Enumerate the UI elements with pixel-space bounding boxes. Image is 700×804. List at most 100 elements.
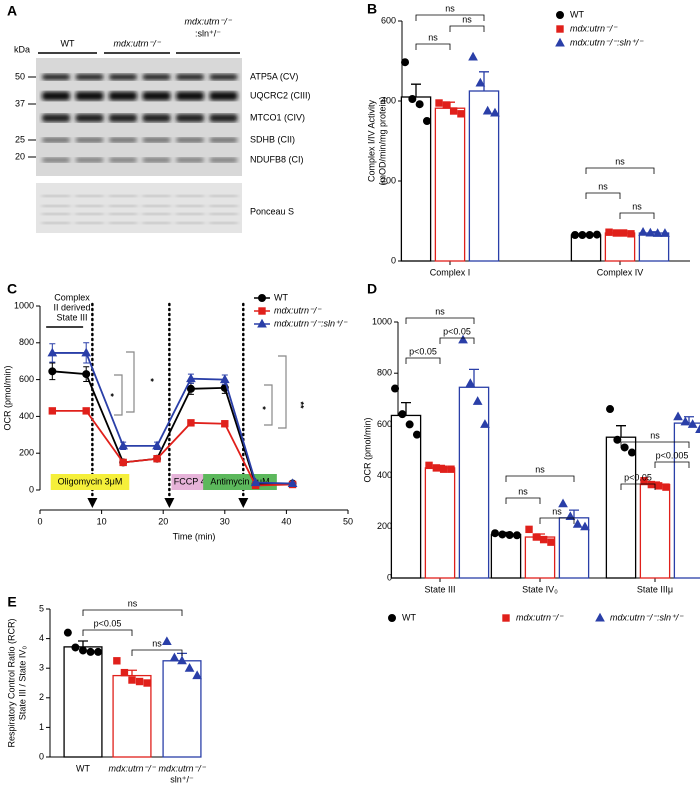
y-tick-label: 200 — [377, 521, 392, 531]
injection-arrow — [87, 498, 98, 508]
legend-label: mdx:utrn⁻/⁻ — [570, 23, 618, 33]
y-axis-label: (mOD/min/mg protein) — [377, 96, 387, 185]
x-tick-label: 20 — [158, 516, 168, 526]
legend-label: mdx:utrn⁻/⁻:sln⁺/⁻ — [274, 318, 348, 328]
band — [109, 157, 137, 163]
ponceau-band — [42, 213, 70, 215]
ponceau-band — [209, 213, 238, 215]
data-point — [482, 105, 493, 115]
kda-marker: 25 — [15, 134, 25, 144]
data-point — [119, 458, 127, 467]
data-point — [457, 110, 465, 118]
band-label: MTCO1 (CIV) — [250, 112, 305, 122]
significance-label: ns — [598, 181, 608, 191]
data-point — [162, 636, 172, 646]
data-point — [673, 411, 683, 421]
significance-label: p<0.05 — [624, 472, 652, 482]
band — [75, 74, 104, 80]
data-point — [186, 384, 195, 393]
legend-label: WT — [402, 612, 416, 622]
kda-marker: 37 — [15, 98, 25, 108]
error-bar — [127, 669, 137, 676]
significance-label: ns — [435, 306, 445, 316]
data-point — [525, 525, 533, 534]
band — [209, 157, 238, 163]
legend-label: mdx:utrn⁻/⁻ — [274, 305, 322, 315]
ponceau-band — [142, 205, 171, 207]
series-line — [52, 409, 293, 487]
data-point — [532, 533, 541, 541]
data-point — [128, 676, 136, 684]
data-point — [571, 231, 580, 239]
data-point — [654, 482, 663, 490]
data-point — [432, 464, 441, 472]
data-point — [490, 107, 500, 117]
ponceau-band — [209, 222, 238, 224]
data-point — [606, 405, 615, 414]
data-point — [465, 378, 476, 387]
y-tick-label: 0 — [29, 484, 34, 494]
significance-bracket — [415, 14, 485, 21]
significance-bracket — [405, 317, 475, 324]
series-line — [52, 352, 293, 485]
significance-label: * — [258, 406, 268, 410]
ponceau-band — [142, 195, 171, 197]
error-bar — [569, 509, 579, 518]
x-tick-label: State IIIμ — [637, 584, 673, 594]
significance-bracket — [278, 355, 287, 429]
bar — [468, 90, 500, 262]
data-point — [447, 465, 455, 473]
band — [176, 137, 204, 143]
band — [75, 91, 104, 101]
data-point — [48, 407, 57, 415]
data-point — [468, 51, 478, 61]
injection-box — [50, 474, 130, 490]
y-tick-label: 400 — [377, 470, 392, 480]
ponceau-band — [176, 195, 204, 197]
band-label: NDUFB8 (CI) — [250, 154, 304, 164]
bar — [63, 646, 103, 758]
y-tick-label: 0 — [39, 751, 44, 761]
data-point — [556, 11, 564, 19]
data-point — [491, 529, 500, 538]
bar — [390, 414, 422, 579]
band — [142, 137, 171, 143]
y-tick-label: 200 — [381, 175, 396, 185]
data-point — [187, 419, 195, 427]
ponceau-band — [142, 222, 171, 224]
data-point — [498, 530, 507, 539]
data-point — [512, 531, 521, 540]
data-point — [638, 226, 648, 236]
data-point — [480, 419, 490, 428]
ponceau-band — [109, 222, 137, 224]
injection-arrow — [238, 498, 249, 508]
data-point — [458, 334, 468, 344]
data-point — [118, 440, 129, 450]
data-point — [63, 628, 72, 637]
significance-bracket — [82, 609, 183, 616]
data-point — [627, 448, 636, 457]
significance-label: * — [106, 393, 116, 397]
significance-bracket — [114, 374, 123, 416]
data-point — [143, 679, 151, 687]
ponceau-band — [75, 213, 104, 215]
data-point — [401, 58, 410, 67]
y-tick-label: 800 — [19, 337, 34, 347]
data-point — [547, 538, 555, 546]
data-point — [388, 614, 396, 622]
data-point — [250, 477, 261, 487]
panel-label: A — [7, 3, 17, 19]
band — [109, 91, 137, 101]
data-point — [86, 647, 95, 656]
data-point — [472, 396, 483, 405]
x-tick-label: mdx:utrn⁻/⁻ — [108, 763, 156, 773]
y-axis-label: OCR (pmol/min) — [2, 365, 12, 430]
y-axis-label: OCR (pmol/min) — [362, 417, 372, 482]
data-point — [619, 229, 628, 237]
bar — [112, 674, 152, 758]
ponceau-band — [42, 205, 70, 207]
significance-label: ns — [552, 506, 562, 516]
significance-bracket — [264, 384, 273, 426]
band — [176, 157, 204, 163]
y-tick-label: 200 — [19, 448, 34, 458]
